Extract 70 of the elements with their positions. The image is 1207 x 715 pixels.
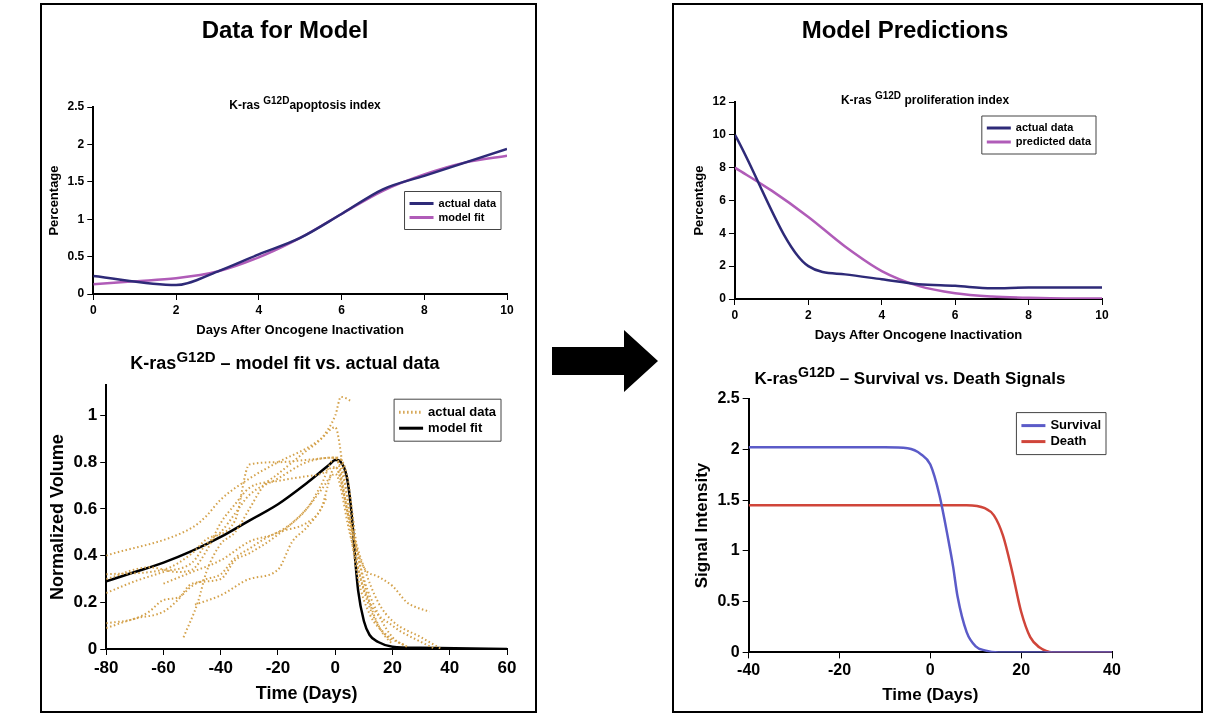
y-tick-label: 0.5	[67, 248, 85, 263]
y-tick-label: 1	[87, 405, 98, 425]
legend-label: Death	[1050, 433, 1087, 449]
x-tick-label: 60	[497, 657, 517, 677]
y-tick-label: 8	[719, 159, 727, 174]
chart-title: K-ras$^{G12D}$ – model fit vs. actual data	[129, 347, 441, 373]
legend-label: Survival	[1050, 417, 1102, 433]
x-tick-label: -80	[93, 657, 119, 677]
x-tick-label: 6	[951, 307, 959, 322]
y-tick-label: 1	[77, 211, 85, 226]
x-tick-label: 2	[172, 302, 180, 317]
y-tick-label: 0.2	[73, 592, 98, 611]
y-tick-label: 1.5	[717, 490, 740, 508]
y-tick-label: 1.5	[67, 174, 85, 189]
x-tick-label: -60	[151, 657, 176, 677]
y-tick-label: 0	[730, 642, 740, 660]
y-tick-label: 0.5	[717, 592, 740, 610]
y-tick-label: 0	[77, 286, 85, 301]
x-tick-label: 0	[330, 657, 340, 677]
y-tick-label: 0	[87, 638, 98, 658]
y-axis-title: Signal Intensity	[691, 462, 711, 589]
chart-subtitle: K-ras $^{G12D}$ proliferation index	[839, 90, 1011, 107]
chart-title: Model Predictions	[800, 15, 1010, 45]
x-tick-label: -40	[208, 657, 234, 677]
legend-label: actual data	[428, 403, 497, 419]
x-tick-label: 10	[1095, 307, 1109, 322]
x-tick-label: -20	[265, 657, 291, 677]
x-axis-title: Days After Oncogene Inactivation	[814, 326, 1023, 342]
x-tick-label: 8	[420, 302, 428, 317]
legend-label: predicted data	[1015, 135, 1092, 148]
chart-title: Data for Model	[200, 15, 370, 45]
y-tick-label: 0.4	[73, 545, 98, 565]
x-tick-label: 4	[255, 302, 263, 317]
x-tick-label: -40	[737, 661, 761, 679]
legend-label: actual data	[438, 196, 497, 209]
x-tick-label: 20	[1012, 661, 1031, 679]
x-tick-label: 8	[1025, 307, 1033, 322]
x-tick-label: 40	[1103, 661, 1121, 679]
x-tick-label: 6	[338, 302, 346, 317]
x-axis-title: Days After Oncogene Inactivation	[196, 321, 404, 337]
x-axis-title: Time (Days)	[255, 683, 358, 704]
legend-label: actual data	[1015, 121, 1075, 134]
x-tick-label: 2	[805, 307, 813, 322]
y-tick-label: 0.8	[73, 451, 98, 471]
y-tick-label: 2	[730, 439, 740, 457]
y-tick-label: 2.5	[67, 99, 85, 114]
y-tick-label: 2	[77, 136, 85, 151]
y-tick-label: 10	[712, 127, 727, 142]
y-axis-title: Percentage	[691, 165, 707, 236]
x-tick-label: -20	[827, 661, 852, 679]
y-axis-title: Normalized Volume	[46, 434, 67, 600]
y-axis-title: Percentage	[46, 165, 62, 236]
x-tick-label: 20	[383, 657, 402, 677]
legend-label: model fit	[428, 419, 483, 435]
x-tick-label: 40	[440, 657, 460, 677]
y-tick-label: 12	[712, 94, 727, 109]
y-tick-label: 2.5	[717, 389, 740, 407]
y-tick-label: 0.6	[73, 498, 98, 518]
y-tick-label: 2	[719, 258, 727, 273]
chart-title: K-ras$^{G12D}$ – Survival vs. Death Signals	[753, 363, 1067, 388]
chart-subtitle: K-ras $^{G12D}$apoptosis index	[228, 95, 382, 112]
y-tick-label: 4	[719, 225, 727, 240]
x-tick-label: 10	[500, 302, 514, 317]
y-tick-label: 6	[719, 192, 727, 207]
legend-label: model fit	[438, 210, 485, 223]
y-tick-label: 0	[719, 291, 727, 306]
x-tick-label: 0	[925, 661, 935, 679]
y-tick-label: 1	[730, 541, 740, 559]
x-tick-label: 4	[878, 307, 886, 322]
x-axis-title: Time (Days)	[882, 685, 979, 705]
